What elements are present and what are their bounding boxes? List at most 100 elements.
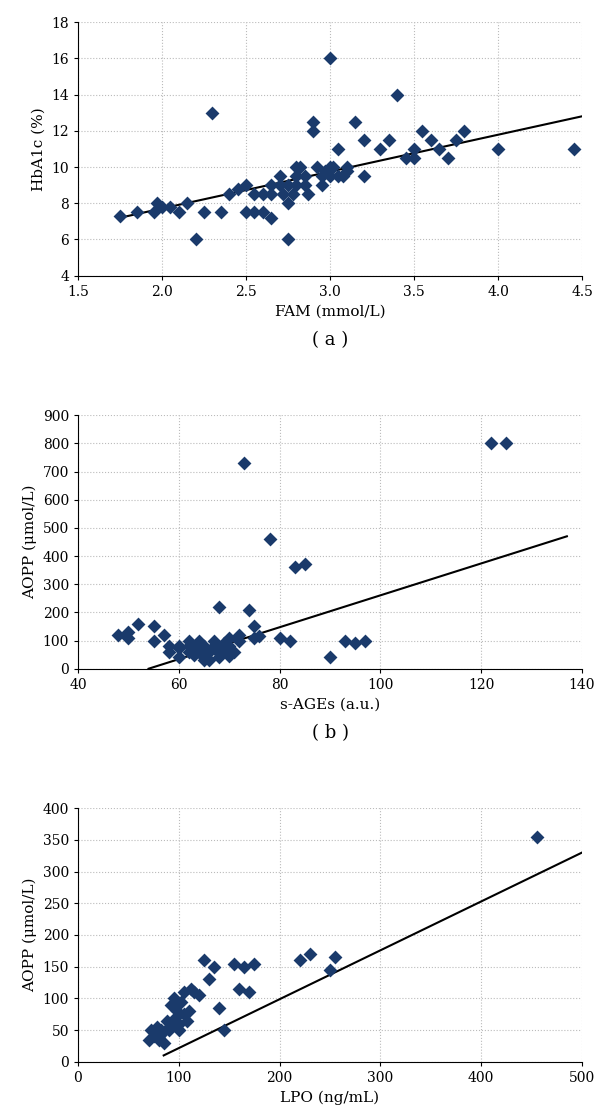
- Point: [144, 1031, 154, 1048]
- Point: [159, 626, 169, 644]
- Point: [194, 643, 204, 660]
- Point: [250, 617, 259, 635]
- Point: [169, 990, 179, 1008]
- Point: [113, 626, 123, 644]
- Point: [194, 632, 204, 649]
- Point: [204, 651, 214, 669]
- Point: [254, 627, 264, 645]
- Point: [169, 1015, 179, 1033]
- Point: [214, 648, 224, 666]
- Point: [334, 140, 343, 158]
- Point: [199, 643, 209, 660]
- Point: [266, 176, 276, 194]
- Point: [220, 1021, 229, 1039]
- Point: [265, 530, 274, 547]
- Point: [171, 1009, 181, 1026]
- Point: [146, 1021, 155, 1039]
- Text: ( b ): ( b ): [311, 724, 349, 742]
- Point: [182, 1012, 191, 1030]
- Point: [317, 167, 326, 185]
- Point: [154, 1031, 163, 1048]
- Point: [179, 983, 188, 1001]
- Point: [532, 828, 541, 846]
- Point: [209, 637, 219, 655]
- Y-axis label: HbA1c (%): HbA1c (%): [32, 107, 46, 190]
- Point: [115, 207, 125, 225]
- Point: [214, 598, 224, 616]
- Point: [245, 601, 254, 618]
- Point: [334, 167, 343, 185]
- Point: [325, 167, 335, 185]
- Point: [418, 122, 427, 139]
- Point: [487, 435, 496, 452]
- Point: [245, 983, 254, 1001]
- Point: [325, 648, 335, 666]
- Point: [359, 167, 368, 185]
- Point: [149, 1027, 158, 1045]
- Point: [292, 176, 301, 194]
- Point: [199, 204, 209, 221]
- Point: [392, 86, 402, 104]
- Point: [152, 1018, 161, 1035]
- Point: [434, 140, 444, 158]
- Point: [288, 186, 298, 204]
- Point: [182, 195, 192, 212]
- Point: [189, 646, 199, 664]
- Point: [278, 186, 288, 204]
- Point: [220, 640, 229, 658]
- Point: [460, 122, 469, 139]
- Point: [241, 204, 251, 221]
- Point: [493, 140, 503, 158]
- Point: [384, 131, 394, 148]
- Point: [157, 198, 167, 216]
- Point: [191, 231, 200, 249]
- Point: [172, 1002, 182, 1020]
- Point: [209, 632, 219, 649]
- X-axis label: s-AGEs (a.u.): s-AGEs (a.u.): [280, 697, 380, 711]
- Point: [174, 204, 184, 221]
- Point: [295, 951, 305, 969]
- Point: [330, 948, 340, 966]
- Y-axis label: AOPP (μmol/L): AOPP (μmol/L): [23, 484, 37, 599]
- Point: [235, 626, 244, 644]
- Point: [308, 113, 318, 131]
- Point: [149, 617, 158, 635]
- Point: [295, 158, 305, 176]
- Point: [149, 204, 158, 221]
- Point: [214, 645, 224, 662]
- Point: [229, 643, 239, 660]
- Point: [250, 204, 259, 221]
- Point: [451, 131, 461, 148]
- Point: [250, 954, 259, 972]
- Point: [214, 999, 224, 1016]
- Point: [290, 559, 299, 576]
- Point: [164, 1018, 173, 1035]
- Point: [156, 1021, 166, 1039]
- Point: [186, 980, 196, 998]
- Text: ( a ): ( a ): [312, 332, 348, 349]
- Point: [224, 637, 234, 655]
- Point: [325, 158, 335, 176]
- Point: [258, 186, 268, 204]
- Point: [132, 204, 142, 221]
- Point: [350, 113, 360, 131]
- Point: [300, 555, 310, 573]
- Point: [174, 1015, 184, 1033]
- Point: [209, 958, 219, 975]
- Point: [325, 50, 335, 67]
- Point: [204, 970, 214, 988]
- Point: [162, 1012, 172, 1030]
- Point: [229, 954, 239, 972]
- Point: [174, 637, 184, 655]
- Point: [241, 176, 251, 194]
- Point: [283, 195, 293, 212]
- Point: [283, 176, 293, 194]
- Point: [285, 632, 295, 649]
- Point: [124, 624, 133, 641]
- Point: [338, 167, 348, 185]
- Point: [152, 195, 162, 212]
- Point: [174, 639, 184, 657]
- Point: [134, 615, 143, 633]
- Point: [149, 632, 158, 649]
- Point: [409, 149, 419, 167]
